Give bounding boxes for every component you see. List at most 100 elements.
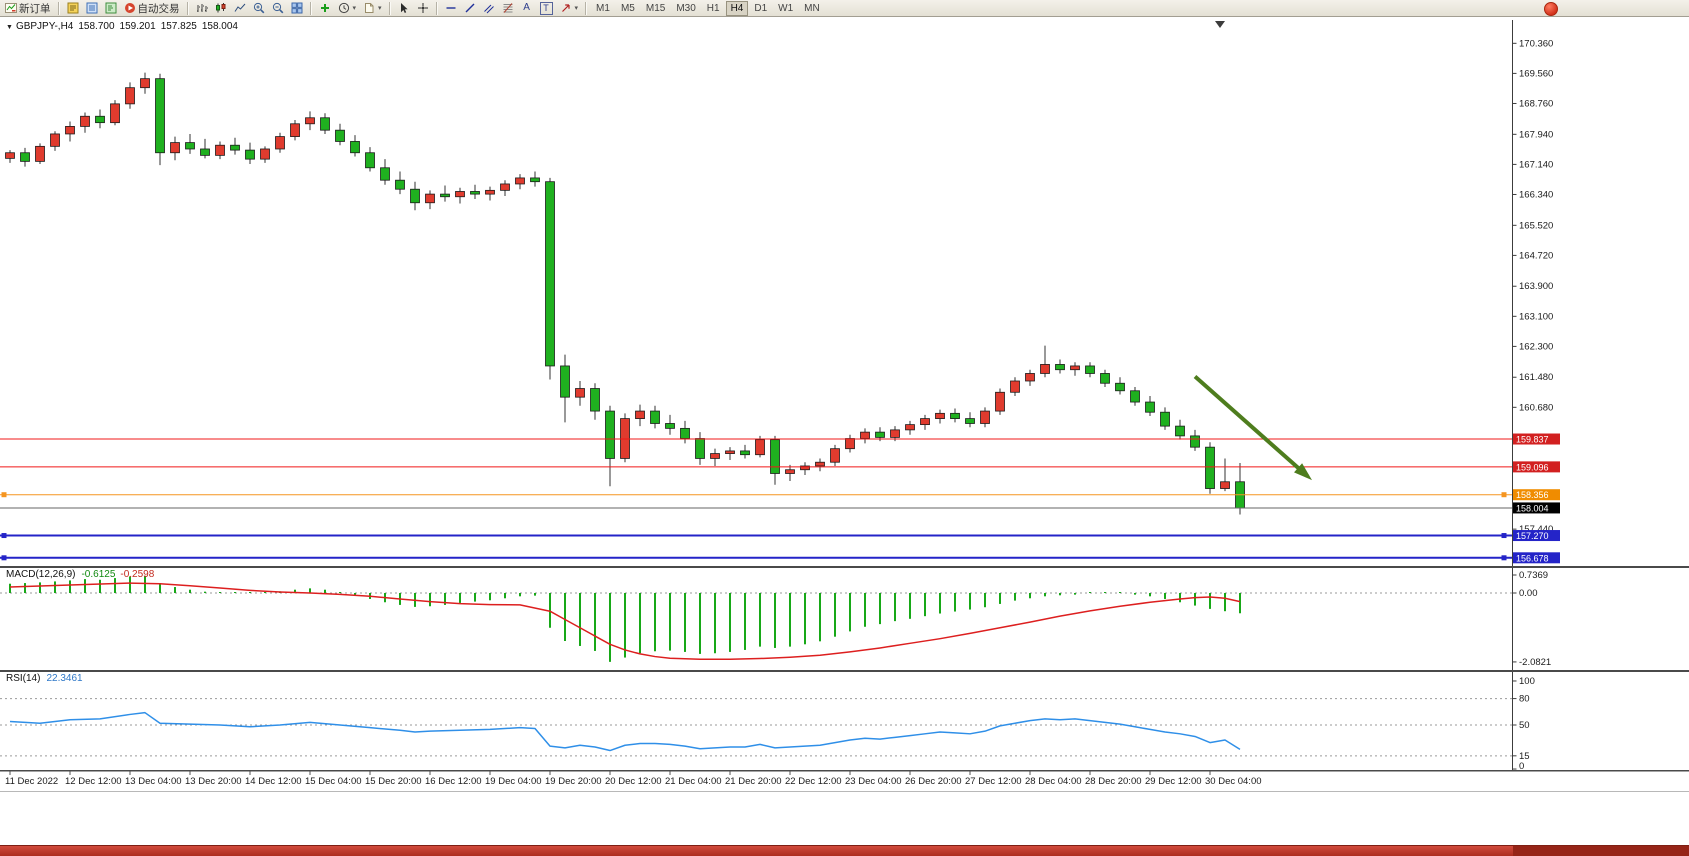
svg-text:28 Dec 04:00: 28 Dec 04:00 — [1025, 776, 1082, 787]
svg-text:15: 15 — [1519, 751, 1530, 762]
timeframe-mn-button[interactable]: MN — [804, 2, 820, 14]
crosshair-button[interactable] — [414, 0, 432, 17]
zoom-out-button[interactable] — [269, 0, 287, 17]
fibonacci-icon — [503, 2, 513, 14]
tile-windows-icon — [291, 2, 303, 14]
tile-windows-button[interactable] — [288, 0, 306, 17]
equidistant-channel-icon — [483, 2, 495, 14]
new-order-button[interactable]: 新订单 — [2, 0, 54, 17]
svg-text:16 Dec 12:00: 16 Dec 12:00 — [425, 776, 482, 787]
timeframe-m5-button[interactable]: M5 — [620, 2, 635, 14]
svg-text:22 Dec 12:00: 22 Dec 12:00 — [785, 776, 842, 787]
text-button[interactable]: A — [518, 0, 536, 17]
clock-icon — [338, 2, 350, 14]
dropdown-caret-icon[interactable]: ▾ — [352, 5, 357, 12]
line-chart-button[interactable] — [231, 0, 249, 17]
timeframe-m30-button[interactable]: M30 — [676, 2, 696, 14]
alert-badge-icon[interactable] — [1544, 2, 1558, 16]
svg-text:29 Dec 12:00: 29 Dec 12:00 — [1145, 776, 1202, 787]
horizontal-line-156.678[interactable] — [0, 555, 1512, 561]
price-tag: 158.004 — [1513, 502, 1560, 514]
arrows-button[interactable]: ▾ — [557, 0, 582, 17]
svg-text:165.520: 165.520 — [1519, 220, 1553, 231]
svg-text:166.340: 166.340 — [1519, 189, 1553, 200]
candlestick-chart-button[interactable] — [212, 0, 230, 17]
channel-button[interactable] — [480, 0, 498, 17]
timeframe-h4-button[interactable]: H4 — [725, 0, 749, 16]
text-label-button[interactable]: T — [537, 0, 556, 17]
trendline-button[interactable] — [461, 0, 479, 17]
svg-text:80: 80 — [1519, 694, 1530, 705]
svg-text:28 Dec 20:00: 28 Dec 20:00 — [1085, 776, 1142, 787]
trend-arrow[interactable] — [1193, 374, 1312, 481]
scrollbar-track-end[interactable] — [1513, 846, 1689, 856]
panel-separator[interactable] — [0, 770, 1689, 772]
toolbar-separator — [435, 1, 438, 15]
symbol-dropdown-icon[interactable]: ▼ — [6, 24, 13, 31]
horizontal-line-157.270[interactable] — [0, 533, 1512, 539]
fibonacci-button[interactable] — [499, 0, 517, 17]
zoom-in-icon — [253, 2, 265, 14]
panel-separator[interactable] — [0, 566, 1689, 568]
line-handle[interactable] — [1501, 533, 1507, 539]
timeframe-m1-button[interactable]: M1 — [596, 2, 610, 14]
indicators-button[interactable] — [316, 0, 334, 17]
svg-text:167.940: 167.940 — [1519, 129, 1553, 140]
arrow-tool-icon — [560, 2, 572, 14]
svg-text:19 Dec 20:00: 19 Dec 20:00 — [545, 776, 602, 787]
cursor-button[interactable] — [395, 0, 413, 17]
navigator-button[interactable] — [102, 0, 120, 17]
horizontal-line-button[interactable] — [442, 0, 460, 17]
text-label-icon: T — [539, 1, 553, 15]
dropdown-caret-icon[interactable]: ▾ — [574, 5, 579, 12]
price-tag: 159.096 — [1513, 461, 1560, 473]
chart-shift-marker[interactable] — [1215, 21, 1225, 28]
text-icon: A — [523, 2, 530, 13]
line-handle[interactable] — [1, 533, 7, 539]
timeframe-w1-button[interactable]: W1 — [778, 2, 794, 14]
periods-button[interactable]: ▾ — [335, 0, 360, 17]
data-window-button[interactable] — [83, 0, 101, 17]
svg-text:163.900: 163.900 — [1519, 281, 1553, 292]
svg-text:0: 0 — [1519, 761, 1524, 772]
svg-text:163.100: 163.100 — [1519, 311, 1553, 322]
time-axis[interactable]: 11 Dec 2022 12 Dec 12:00 13 Dec 04:00 13 De… — [5, 770, 1262, 787]
panel-separator[interactable] — [0, 670, 1689, 672]
line-handle[interactable] — [1501, 492, 1507, 498]
line-handle[interactable] — [1, 492, 7, 498]
svg-text:19 Dec 04:00: 19 Dec 04:00 — [485, 776, 542, 787]
svg-text:23 Dec 04:00: 23 Dec 04:00 — [845, 776, 902, 787]
timeframe-d1-button[interactable]: D1 — [754, 2, 768, 14]
navigator-icon — [105, 2, 117, 14]
toolbar: 新订单 自动交易 — [0, 0, 1689, 17]
chart-canvas[interactable]: 170.360 169.560 168.760 167.940 167.140 166.3… — [0, 0, 1689, 800]
line-handle[interactable] — [1501, 555, 1507, 561]
zoom-in-button[interactable] — [250, 0, 268, 17]
svg-text:156.678: 156.678 — [1516, 553, 1549, 563]
bar-chart-button[interactable] — [193, 0, 211, 17]
line-chart-icon — [234, 2, 246, 14]
horizontal-scrollbar[interactable] — [0, 845, 1689, 856]
templates-button[interactable]: ▾ — [360, 0, 385, 17]
candlestick-chart-icon — [215, 2, 227, 14]
svg-text:15 Dec 04:00: 15 Dec 04:00 — [305, 776, 362, 787]
svg-text:26 Dec 20:00: 26 Dec 20:00 — [905, 776, 962, 787]
svg-text:21 Dec 20:00: 21 Dec 20:00 — [725, 776, 782, 787]
market-watch-button[interactable] — [64, 0, 82, 17]
timeframe-h1-button[interactable]: H1 — [706, 2, 720, 14]
auto-trading-button[interactable]: 自动交易 — [121, 0, 183, 17]
crosshair-icon — [417, 3, 428, 13]
dropdown-caret-icon[interactable]: ▾ — [378, 5, 382, 12]
svg-text:27 Dec 12:00: 27 Dec 12:00 — [965, 776, 1022, 787]
line-handle[interactable] — [1, 555, 7, 561]
svg-text:169.560: 169.560 — [1519, 68, 1553, 79]
svg-text:161.480: 161.480 — [1519, 372, 1553, 383]
svg-text:170.360: 170.360 — [1519, 38, 1553, 49]
auto-trading-label: 自动交易 — [137, 2, 180, 15]
horizontal-line-158.356[interactable] — [0, 492, 1512, 498]
trendline-icon — [464, 2, 476, 14]
price-axis[interactable]: 170.360 169.560 168.760 167.940 167.140 166.3… — [1512, 20, 1554, 772]
bar-chart-icon — [196, 2, 208, 14]
timeframe-m15-button[interactable]: M15 — [645, 2, 666, 14]
